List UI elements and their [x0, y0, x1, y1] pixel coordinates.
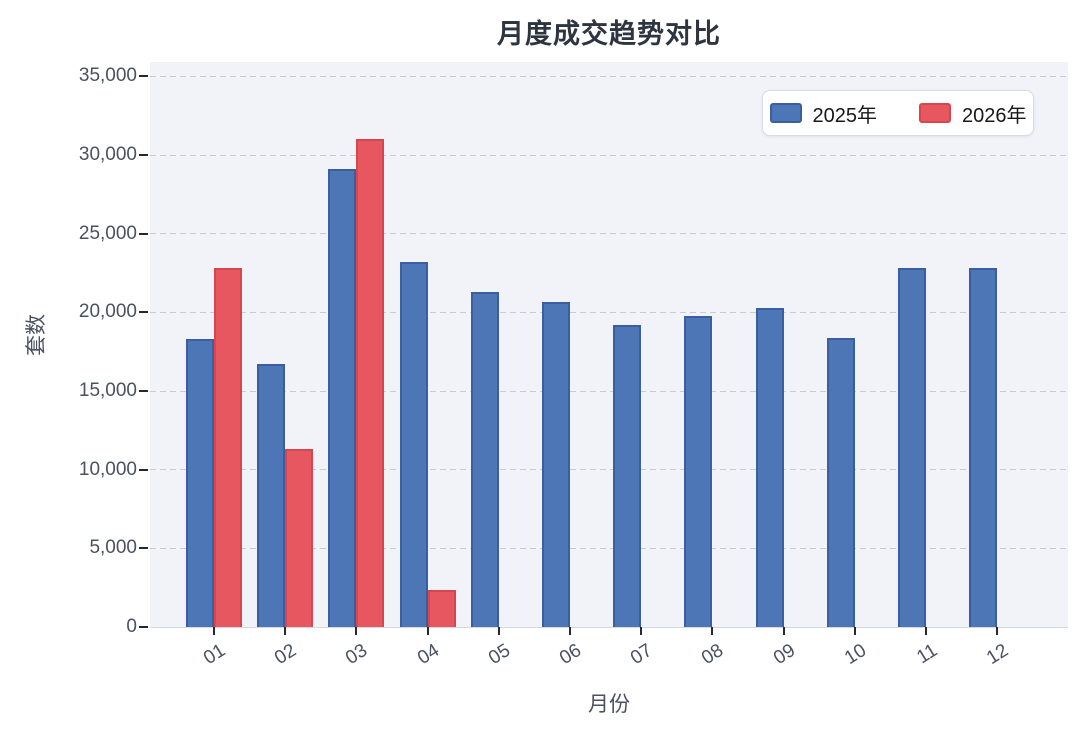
y-tick-label: 35,000 [78, 65, 137, 87]
x-tick-label-09: 09 [769, 640, 799, 670]
y-tick-label: 20,000 [78, 301, 137, 323]
bar-2026年-01 [214, 268, 242, 627]
x-tick-mark [213, 627, 215, 635]
bar-2026年-03 [356, 139, 384, 627]
x-tick-mark [569, 627, 571, 635]
y-tick-label: 10,000 [78, 458, 137, 480]
x-tick-mark [284, 627, 287, 635]
plot-area [150, 62, 1068, 628]
x-tick-label-04: 04 [413, 640, 443, 670]
x-tick-mark [497, 627, 500, 635]
x-tick-label-08: 08 [698, 640, 728, 670]
bar-2025年-01 [186, 339, 214, 627]
x-tick-mark [853, 627, 856, 635]
y-tick-mark [139, 154, 148, 157]
bar-2025年-10 [827, 338, 855, 627]
bar-2025年-06 [542, 302, 570, 627]
bar-2025年-09 [756, 308, 784, 627]
x-tick-label-11: 11 [913, 640, 942, 669]
bar-2025年-05 [471, 292, 499, 627]
x-tick-mark [782, 627, 785, 635]
x-tick-label-07: 07 [627, 640, 657, 670]
bar-2025年-02 [257, 364, 285, 627]
bar-2025年-11 [898, 268, 926, 627]
x-tick-label-01: 01 [200, 640, 230, 670]
x-tick-mark [640, 627, 643, 635]
x-tick-label-10: 10 [840, 640, 870, 670]
gridline-5,000 [150, 547, 1068, 549]
x-tick-label-05: 05 [484, 640, 514, 670]
bar-2025年-04 [400, 262, 428, 627]
x-tick-label-03: 03 [342, 640, 372, 670]
y-tick-label: 15,000 [78, 380, 137, 402]
x-tick-mark [711, 627, 714, 635]
legend-swatch-2025-icon [769, 103, 802, 123]
bar-2025年-07 [613, 325, 641, 627]
gridline-10,000 [150, 469, 1068, 471]
gridline-25,000 [150, 233, 1068, 235]
bar-2026年-04 [428, 590, 456, 627]
y-tick-mark [139, 390, 148, 393]
legend-item-2025: 2025年 [769, 99, 878, 128]
y-tick-mark [139, 311, 148, 314]
x-tick-label-02: 02 [271, 640, 301, 670]
y-tick-mark [139, 75, 148, 78]
y-tick-label: 5,000 [89, 537, 137, 559]
legend-label-2025: 2025年 [812, 104, 878, 127]
gridline-15,000 [150, 390, 1068, 392]
legend-swatch-2026-icon [919, 103, 951, 123]
bar-2026年-02 [285, 449, 313, 627]
bar-2025年-12 [969, 268, 997, 627]
x-axis-title: 月份 [588, 693, 630, 716]
legend-label-2026: 2026年 [962, 104, 1027, 127]
x-tick-mark [355, 627, 358, 635]
y-tick-mark [139, 232, 148, 235]
x-tick-mark [996, 627, 999, 635]
x-tick-mark [426, 627, 429, 635]
y-tick-mark [139, 626, 148, 628]
gridline-30,000 [150, 154, 1068, 156]
gridline-35,000 [150, 75, 1068, 77]
y-tick-mark [139, 547, 148, 550]
y-tick-label: 0 [126, 616, 137, 637]
legend: 2025年 2026年 [762, 90, 1034, 136]
chart-title: 月度成交趋势对比 [497, 19, 721, 49]
x-tick-mark [925, 627, 927, 635]
x-tick-label-12: 12 [983, 640, 1013, 670]
bar-2025年-08 [684, 316, 712, 627]
y-tick-label: 30,000 [78, 144, 137, 166]
y-tick-label: 25,000 [78, 222, 137, 244]
gridline-20,000 [150, 311, 1068, 313]
y-tick-mark [139, 468, 148, 471]
bar-2025年-03 [328, 169, 356, 627]
x-tick-label-06: 06 [556, 640, 586, 670]
legend-item-2026: 2026年 [919, 99, 1027, 128]
